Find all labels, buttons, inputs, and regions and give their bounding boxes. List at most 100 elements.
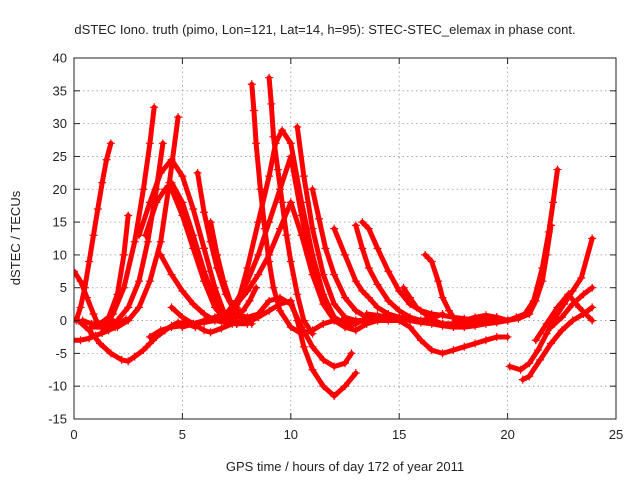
data-point <box>412 303 421 312</box>
data-point <box>113 323 122 332</box>
series-arc37 <box>531 290 597 345</box>
data-point <box>514 314 523 323</box>
data-point <box>546 339 555 348</box>
data-point <box>358 287 367 296</box>
data-point <box>505 362 514 371</box>
data-point <box>130 237 139 246</box>
data-point <box>124 357 133 366</box>
data-point <box>193 168 202 177</box>
data-point <box>158 139 167 148</box>
data-point <box>80 283 89 292</box>
data-point <box>167 270 176 279</box>
data-point <box>124 211 133 220</box>
data-point <box>254 309 263 318</box>
data-point <box>538 277 547 286</box>
data-point <box>252 283 261 292</box>
series-arc31 <box>395 316 512 358</box>
y-tick-label: 15 <box>53 215 67 230</box>
data-point <box>330 300 339 309</box>
data-point <box>449 323 458 332</box>
data-point <box>174 113 183 122</box>
data-point <box>167 303 176 312</box>
data-point <box>406 316 415 325</box>
data-point <box>119 283 128 292</box>
data-point <box>200 244 209 253</box>
data-point <box>286 300 295 309</box>
data-point <box>200 326 209 335</box>
data-point <box>373 311 382 320</box>
series-line <box>266 75 315 337</box>
data-point <box>252 139 261 148</box>
data-point <box>471 339 480 348</box>
data-point <box>384 296 393 305</box>
series-line <box>353 222 446 323</box>
data-point <box>217 324 226 333</box>
data-point <box>358 244 367 253</box>
data-point <box>549 198 558 207</box>
data-point <box>254 270 263 279</box>
data-point <box>265 257 274 266</box>
data-point <box>145 139 154 148</box>
data-point <box>449 346 458 355</box>
data-point <box>156 237 165 246</box>
data-point <box>87 323 96 332</box>
data-point <box>200 208 209 217</box>
data-point <box>178 211 187 220</box>
data-point <box>119 250 128 259</box>
series-arc36 <box>518 303 597 384</box>
data-point <box>364 293 373 302</box>
data-point <box>319 319 328 328</box>
data-point <box>265 306 274 315</box>
data-point <box>308 365 317 374</box>
data-point <box>106 139 115 148</box>
data-point <box>384 267 393 276</box>
data-point <box>588 234 597 243</box>
data-point <box>254 218 263 227</box>
data-point <box>516 365 525 374</box>
data-point <box>525 372 534 381</box>
data-point <box>150 103 159 112</box>
y-tick-label: -5 <box>55 346 67 361</box>
data-point <box>557 313 566 322</box>
data-point <box>373 280 382 289</box>
data-point <box>200 316 209 325</box>
data-point <box>189 300 198 309</box>
data-point <box>531 296 540 305</box>
data-point <box>178 323 187 332</box>
series-line <box>143 180 240 325</box>
data-point <box>74 267 78 276</box>
data-point <box>531 336 540 345</box>
data-point <box>525 359 534 368</box>
data-point <box>351 369 360 378</box>
chart-title: dSTEC Iono. truth (pimo, Lon=121, Lat=14… <box>74 22 575 37</box>
data-point <box>167 155 176 164</box>
data-point <box>416 318 425 327</box>
data-point <box>319 270 328 279</box>
data-point <box>351 221 360 230</box>
data-point <box>245 296 254 305</box>
series-arc6 <box>87 103 159 332</box>
plot-frame <box>73 57 617 420</box>
series-line <box>520 304 595 383</box>
data-point <box>492 318 501 327</box>
data-point <box>78 316 87 325</box>
data-point <box>577 273 586 282</box>
x-tick-label: 0 <box>70 427 77 442</box>
data-point <box>260 224 269 233</box>
data-point <box>588 283 597 292</box>
series-arc27 <box>351 221 447 325</box>
data-point <box>579 290 588 299</box>
data-point <box>347 349 356 358</box>
data-point <box>533 346 542 355</box>
y-tick-label: -10 <box>48 379 67 394</box>
data-point <box>492 332 501 341</box>
data-point <box>178 287 187 296</box>
data-point <box>362 309 371 318</box>
data-point <box>189 319 198 328</box>
data-point <box>286 323 295 332</box>
data-point <box>503 332 512 341</box>
data-point <box>438 293 447 302</box>
data-point <box>206 328 215 337</box>
data-point <box>460 323 469 332</box>
